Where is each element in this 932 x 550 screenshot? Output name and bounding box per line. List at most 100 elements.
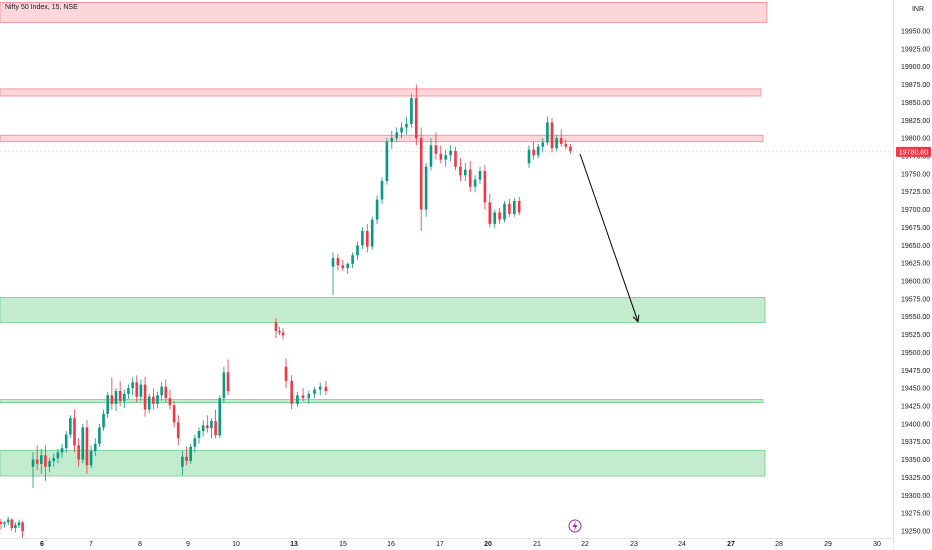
candle-body — [439, 153, 443, 160]
candle-body — [222, 372, 226, 399]
candle-body — [366, 231, 369, 247]
projection-arrowhead — [632, 314, 640, 323]
candle-body — [60, 448, 64, 453]
candle-body — [10, 519, 14, 529]
candle-body — [102, 413, 105, 428]
time-tick-label: 21 — [533, 541, 541, 548]
candle-body — [493, 212, 496, 224]
support-zone — [0, 399, 764, 403]
candle-body — [385, 141, 389, 181]
price-tick-label: 19300.00 — [901, 493, 930, 500]
candle-body — [106, 395, 109, 414]
candle-body — [281, 332, 285, 336]
time-tick-label: 15 — [339, 541, 347, 548]
price-tick-label: 19500.00 — [901, 350, 930, 357]
candle-body — [296, 395, 299, 404]
time-tick-label: 30 — [873, 541, 881, 548]
price-tick-label: 19350.00 — [901, 457, 930, 464]
candle-body — [498, 212, 501, 220]
candle-body — [324, 386, 328, 391]
time-tick-label: 17 — [436, 541, 444, 548]
candle-body — [331, 258, 335, 267]
candle-body — [307, 393, 311, 399]
candle-body — [64, 434, 68, 449]
candle-body — [517, 201, 521, 213]
last-price-tag-bg — [896, 146, 931, 157]
candle-body — [176, 422, 180, 439]
candle-body — [473, 179, 477, 187]
candle-body — [564, 143, 568, 147]
last-price-value: 19780.80 — [899, 149, 928, 156]
candle-body — [488, 202, 492, 224]
resistance-zone — [0, 2, 768, 23]
candle-body — [118, 391, 122, 401]
support-zone — [0, 297, 766, 323]
price-tick-label: 19900.00 — [901, 64, 930, 71]
candle-body — [31, 459, 35, 467]
time-tick-label: 13 — [290, 541, 298, 548]
time-tick-label: 6 — [40, 541, 44, 548]
candle-body — [197, 431, 201, 439]
price-tick-label: 19600.00 — [901, 279, 930, 286]
candle-body — [546, 122, 549, 143]
price-tick-label: 19700.00 — [901, 207, 930, 214]
time-tick-label: 8 — [138, 541, 142, 548]
projection-line — [579, 153, 639, 322]
candle-body — [160, 386, 163, 396]
projection-arrow — [579, 153, 640, 323]
candle-body — [284, 366, 288, 381]
candle-body — [419, 138, 423, 210]
candle-body — [444, 155, 447, 160]
price-tick-label: 19450.00 — [901, 386, 930, 393]
candle-body — [313, 389, 316, 394]
candles-layer — [0, 84, 572, 539]
price-tick-label: 19250.00 — [901, 529, 930, 536]
lightning-icon[interactable] — [568, 519, 582, 533]
last-price-tag: 19780.80 — [896, 146, 931, 157]
candle-body — [210, 421, 213, 429]
chart-title: Nifty 50 Index, 15, NSE — [5, 4, 78, 11]
candle-body — [189, 446, 192, 461]
time-tick-label: 16 — [387, 541, 395, 548]
candle-body — [143, 384, 147, 410]
price-axis[interactable]: 19250.00 19275.00 19300.00 19325.00 19350.00… — [901, 29, 930, 536]
time-tick-label: 27 — [727, 541, 735, 548]
candle-body — [410, 98, 413, 124]
price-tick-label: 19575.00 — [901, 296, 930, 303]
candle-body — [147, 396, 151, 410]
time-tick-label: 28 — [775, 541, 783, 548]
candle-body — [370, 219, 374, 247]
candle-body — [40, 455, 43, 464]
candle-body — [301, 395, 305, 399]
candle-body — [185, 456, 188, 461]
candle-body — [21, 522, 24, 531]
candle-body — [0, 521, 3, 524]
price-tick-label: 19825.00 — [901, 118, 930, 125]
time-tick-label: 20 — [484, 541, 492, 548]
candle-body — [532, 149, 535, 156]
candle-body — [541, 142, 545, 147]
price-tick-label: 19925.00 — [901, 46, 930, 53]
candle-body — [503, 203, 506, 220]
time-tick-label: 23 — [630, 541, 638, 548]
candle-body — [429, 145, 433, 167]
candle-body — [6, 519, 10, 523]
candle-body — [454, 151, 457, 167]
candle-body — [434, 145, 438, 154]
candle-body — [468, 169, 472, 187]
candle-body — [559, 138, 563, 144]
candle-body — [380, 181, 384, 200]
candle-body — [375, 199, 379, 220]
candle-body — [346, 263, 349, 269]
candle-body — [85, 427, 89, 466]
candle-body — [527, 149, 531, 164]
price-tick-label: 19275.00 — [901, 511, 930, 518]
price-tick-label: 19550.00 — [901, 314, 930, 321]
time-axis[interactable]: 6 7 8 9 10 13 15 16 17 20 21 22 23 24 27 28 29 30 — [40, 541, 881, 548]
price-tick-label: 19725.00 — [901, 189, 930, 196]
candle-body — [513, 201, 516, 214]
price-tick-label: 19775.00 — [901, 154, 930, 161]
candle-body — [415, 98, 418, 139]
candle-body — [226, 372, 230, 391]
